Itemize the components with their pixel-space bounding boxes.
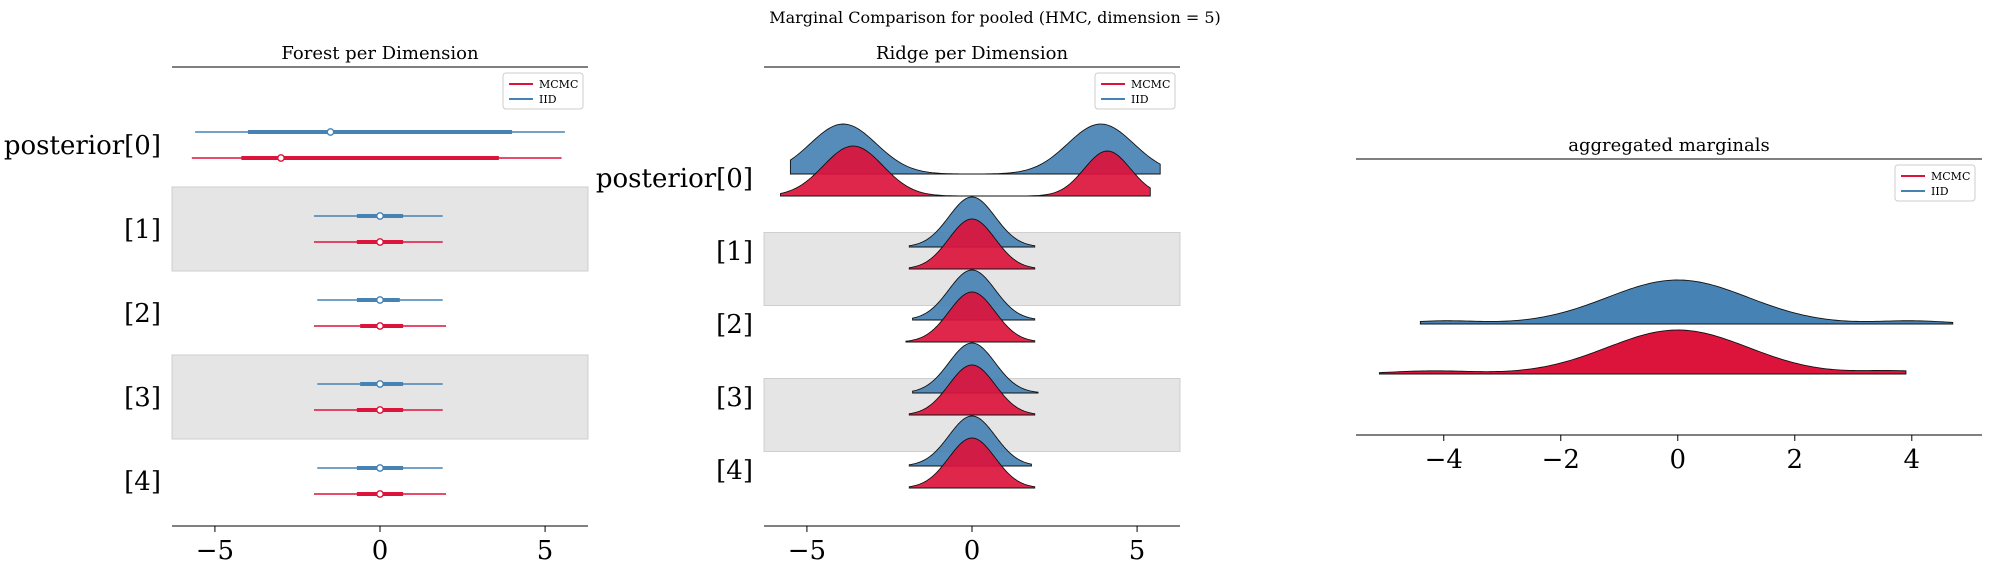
ridge-density-iid [789, 123, 1161, 175]
x-tick-label: 5 [537, 536, 554, 566]
x-tick-label: 5 [1129, 536, 1146, 566]
x-tick-label: 0 [372, 536, 389, 566]
row-label: posterior[0] [596, 164, 753, 194]
x-tick-label: −5 [196, 536, 234, 566]
forest-panel: Forest per Dimension −5 0 5 posterior[0] [1] [… [4, 43, 589, 566]
x-tick-label: 0 [964, 536, 981, 566]
row-band [171, 186, 589, 272]
row-label: [4] [124, 467, 161, 497]
suptitle: Marginal Comparison for pooled (HMC, dim… [769, 8, 1221, 27]
panel-title: Ridge per Dimension [876, 43, 1069, 64]
ridge-density-mcmc [908, 364, 1036, 416]
median-point-iid [326, 128, 335, 136]
row-label: [2] [716, 310, 753, 340]
median-point-iid [376, 464, 384, 472]
row-label: [3] [124, 383, 161, 413]
row-label: [4] [716, 456, 753, 486]
panel-title: aggregated marginals [1568, 135, 1769, 156]
x-tick-label: 2 [1787, 445, 1804, 475]
median-point-mcmc [376, 238, 384, 246]
median-point-mcmc [376, 322, 384, 330]
median-point-mcmc [376, 490, 384, 498]
row-band [171, 354, 589, 440]
row-label: [1] [716, 237, 753, 267]
row-label: posterior[0] [4, 131, 161, 161]
ridge-density-mcmc [908, 218, 1036, 270]
row-label: [3] [716, 383, 753, 413]
x-tick-label: 4 [1904, 445, 1921, 475]
ridge-density-mcmc [780, 145, 1151, 197]
x-tick-label: −5 [788, 536, 826, 566]
median-point-mcmc [277, 154, 285, 162]
legend-entry-mcmc: MCMC [1131, 78, 1170, 91]
x-tick-label: 0 [1670, 445, 1687, 475]
median-point-mcmc [376, 406, 384, 414]
legend-entry-iid: IID [1131, 93, 1149, 106]
aggregated-density-mcmc [1378, 329, 1907, 375]
legend-entry-mcmc: MCMC [1931, 170, 1970, 183]
x-tick-label: −4 [1425, 445, 1463, 475]
median-point-iid [376, 380, 384, 388]
ridge-panel: Ridge per Dimension −5 0 5 posterior[0] [1] [2… [596, 43, 1181, 566]
panel-title: Forest per Dimension [281, 43, 479, 64]
row-label: [2] [124, 299, 161, 329]
legend-entry-mcmc: MCMC [539, 78, 578, 91]
median-point-iid [376, 296, 384, 304]
legend-entry-iid: IID [539, 93, 557, 106]
x-tick-label: −2 [1542, 445, 1580, 475]
row-label: [1] [124, 215, 161, 245]
median-point-iid [376, 212, 384, 220]
ridge-density-mcmc [908, 437, 1036, 489]
ridge-density-mcmc [905, 291, 1036, 343]
aggregated-density-iid [1419, 279, 1954, 325]
legend-entry-iid: IID [1931, 185, 1949, 198]
aggregated-panel: aggregated marginals −4 −2 0 2 4 MCMC IID [1356, 135, 1982, 475]
